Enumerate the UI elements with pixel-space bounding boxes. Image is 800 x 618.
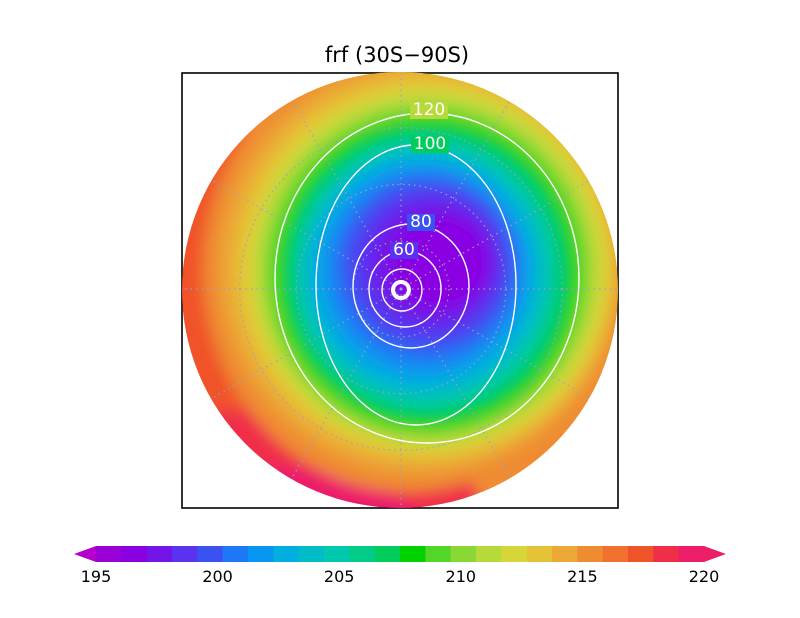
colorbar-under-triangle — [74, 546, 96, 562]
colorbar-swatch — [678, 546, 705, 562]
colorbar-swatch — [96, 546, 122, 562]
contour-40 — [381, 268, 423, 312]
contour-label-120: 120 — [413, 100, 445, 120]
chart-title: frf (30S−90S) — [325, 43, 469, 67]
colorbar-tick-label: 215 — [567, 567, 598, 586]
contour-label-gap — [411, 136, 449, 153]
lat-lon-grid — [182, 72, 618, 508]
map-disk — [182, 72, 618, 508]
colorbar-tick-label: 205 — [324, 567, 355, 586]
contour-label-60: 60 — [393, 240, 415, 260]
colorbar-swatch — [273, 546, 300, 562]
colorbar-swatch — [450, 546, 477, 562]
colorbar-swatch — [400, 546, 426, 562]
contour-20 — [391, 280, 411, 300]
contour-label-100: 100 — [414, 134, 446, 154]
colorbar-swatch — [324, 546, 350, 562]
colorbar-swatch — [501, 546, 528, 562]
latitude-circle — [352, 240, 450, 338]
colorbar-tick-label: 220 — [689, 567, 720, 586]
contour-label-gap — [390, 242, 418, 259]
shade-ring-196 — [392, 217, 488, 307]
colorbar-swatch — [146, 546, 173, 562]
colorbar-swatch — [653, 546, 680, 562]
colorbar-swatch — [602, 546, 629, 562]
colorbar-swatch — [197, 546, 224, 562]
colorbar-swatch — [577, 546, 604, 562]
colorbar-swatch — [526, 546, 553, 562]
colorbar-swatch — [172, 546, 198, 562]
colorbar-swatch — [222, 546, 249, 562]
colorbar-swatch — [374, 546, 401, 562]
colorbar-tick-label: 195 — [81, 567, 112, 586]
contour-label-gap — [407, 214, 435, 231]
colorbar-swatch — [298, 546, 325, 562]
colorbar-tick-label: 200 — [202, 567, 233, 586]
contour-label-gap — [410, 102, 448, 119]
contour-label-80: 80 — [410, 212, 432, 232]
colorbar-swatch — [552, 546, 578, 562]
colorbar-tick-label: 210 — [446, 567, 477, 586]
colorbar-swatch — [425, 546, 452, 562]
colorbar: 195 200 205 210 215 220 — [74, 546, 726, 586]
colorbar-swatch — [121, 546, 148, 562]
colorbar-swatch — [349, 546, 376, 562]
colorbar-swatch — [248, 546, 274, 562]
colorbar-swatch — [476, 546, 502, 562]
colorbar-swatch — [628, 546, 654, 562]
contour-lines: 60 80 100 120 — [274, 100, 580, 444]
colorbar-over-triangle — [704, 546, 726, 562]
latitude-circle — [239, 127, 563, 451]
